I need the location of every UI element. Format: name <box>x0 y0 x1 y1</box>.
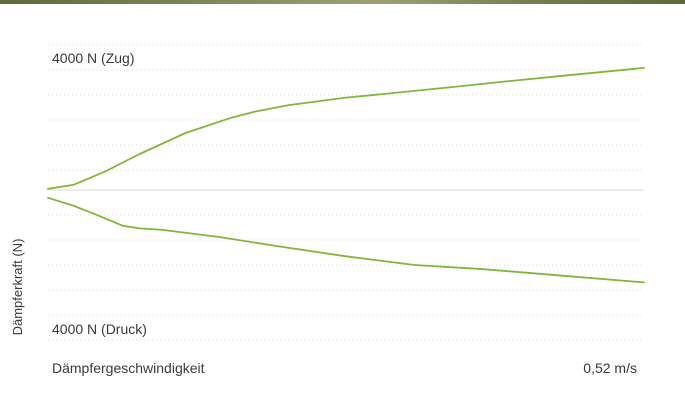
rebound-force-line <box>47 67 645 190</box>
compression-force-line <box>47 196 645 284</box>
x-max-label: 0,52 m/s <box>583 360 637 376</box>
y-top-label: 4000 N (Zug) <box>52 50 134 66</box>
y-axis-title: Dämpferkraft (N) <box>10 239 25 336</box>
header-image-strip <box>0 0 685 4</box>
series-layer <box>47 67 645 284</box>
x-axis-label: Dämpfergeschwindigkeit <box>52 360 205 376</box>
y-bottom-label: 4000 N (Druck) <box>52 321 147 337</box>
grid <box>48 44 644 341</box>
